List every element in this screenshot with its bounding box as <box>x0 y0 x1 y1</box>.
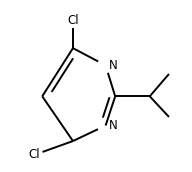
Text: Cl: Cl <box>29 148 40 161</box>
Text: N: N <box>108 59 117 72</box>
Text: N: N <box>108 119 117 132</box>
Text: Cl: Cl <box>67 14 79 27</box>
